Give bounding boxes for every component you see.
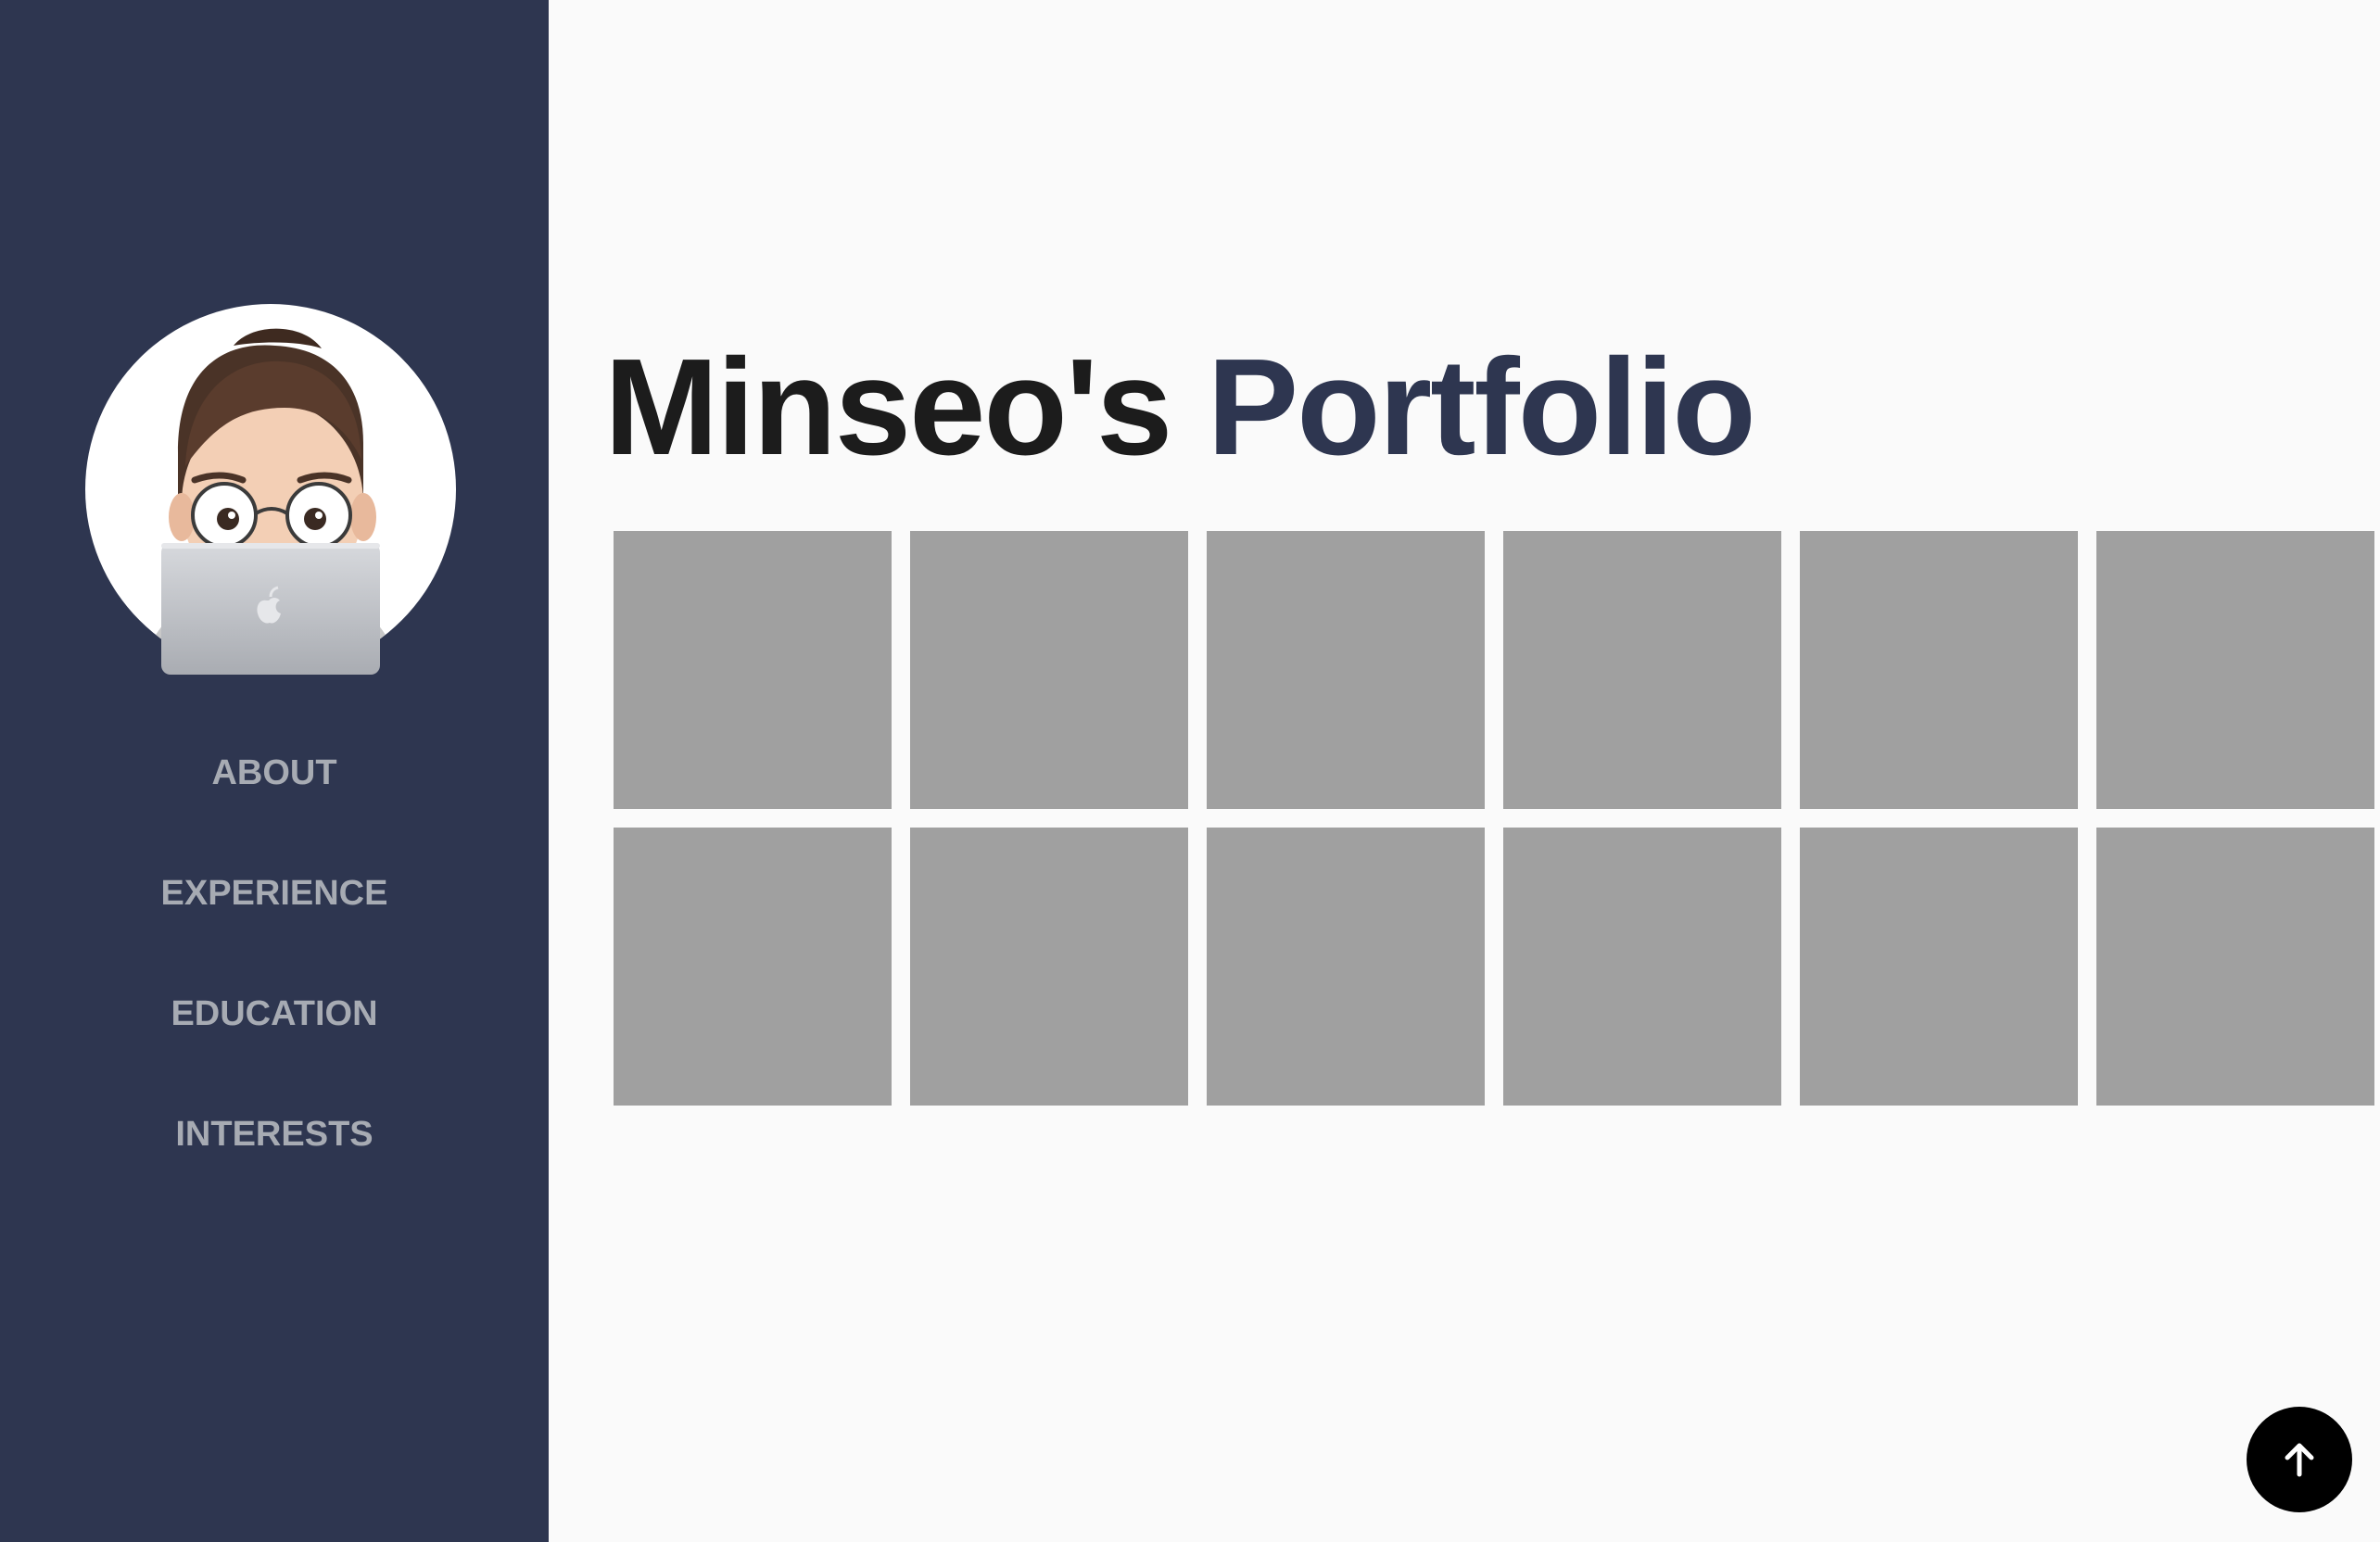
arrow-up-icon: [2285, 1443, 2314, 1477]
scroll-to-top-button[interactable]: [2247, 1407, 2352, 1512]
sidebar-nav: ABOUT EXPERIENCE EDUCATION INTERESTS: [0, 741, 549, 1223]
main-content: Minseo's Portfolio: [549, 0, 2380, 1542]
portfolio-gallery: [614, 531, 2380, 1106]
gallery-tile[interactable]: [1207, 531, 1485, 809]
gallery-tile[interactable]: [614, 828, 892, 1106]
avatar: [85, 304, 456, 675]
page-title-portfolio: Portfolio: [1207, 331, 1755, 484]
nav-item-interests[interactable]: INTERESTS: [175, 1115, 373, 1154]
gallery-tile[interactable]: [1503, 828, 1781, 1106]
sidebar: ABOUT EXPERIENCE EDUCATION INTERESTS: [0, 0, 549, 1542]
memoji-avatar-icon: [85, 304, 456, 675]
gallery-tile[interactable]: [1207, 828, 1485, 1106]
page-title: Minseo's Portfolio: [604, 331, 1756, 484]
gallery-tile[interactable]: [2096, 531, 2374, 809]
gallery-tile[interactable]: [1800, 828, 2078, 1106]
page-title-name: Minseo's: [604, 331, 1172, 484]
nav-item-about[interactable]: ABOUT: [211, 753, 337, 792]
gallery-tile[interactable]: [910, 531, 1188, 809]
gallery-tile[interactable]: [614, 531, 892, 809]
gallery-tile[interactable]: [1503, 531, 1781, 809]
gallery-tile[interactable]: [910, 828, 1188, 1106]
gallery-tile[interactable]: [2096, 828, 2374, 1106]
nav-item-experience[interactable]: EXPERIENCE: [160, 874, 388, 913]
nav-item-education[interactable]: EDUCATION: [171, 994, 378, 1033]
gallery-tile[interactable]: [1800, 531, 2078, 809]
